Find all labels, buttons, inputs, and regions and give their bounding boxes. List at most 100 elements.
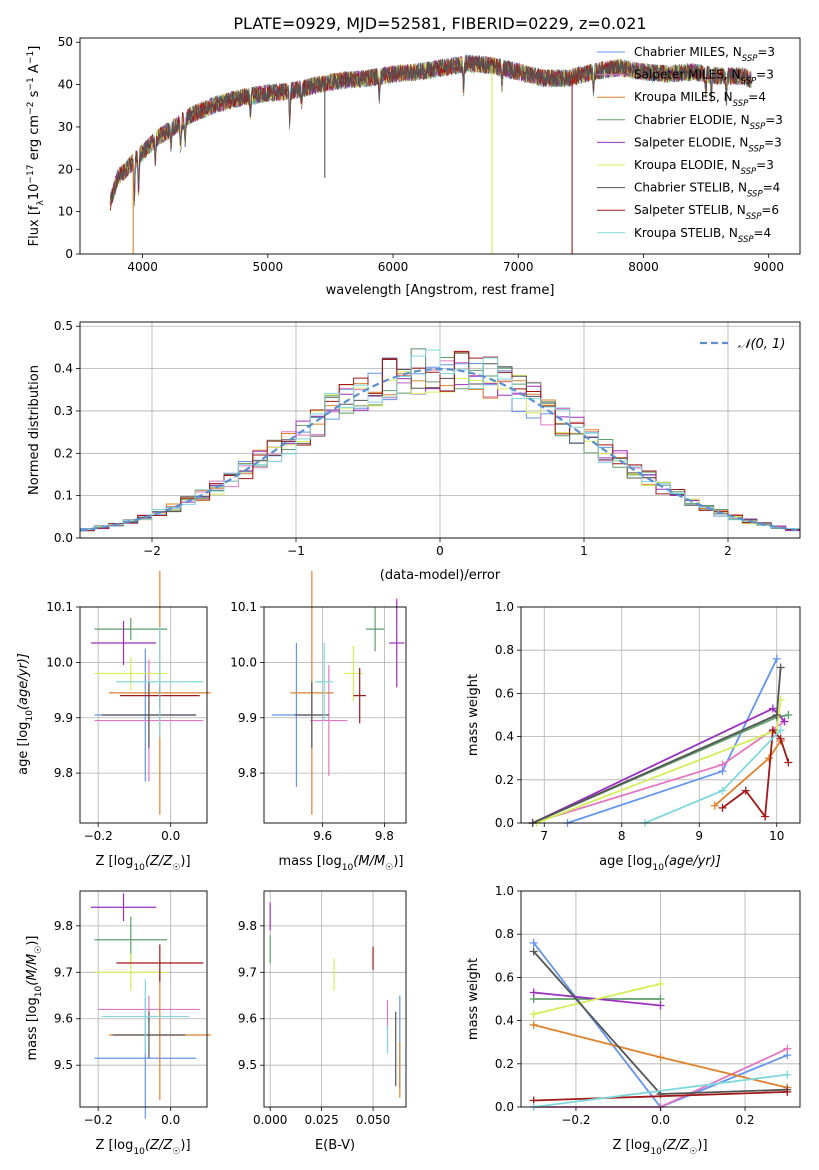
y-tick-label: 0.4 bbox=[54, 362, 73, 376]
legend-label-normal: 𝒩(0, 1) bbox=[738, 337, 785, 352]
weight-line bbox=[721, 727, 790, 819]
y-axis-label-part: −17 bbox=[26, 164, 36, 183]
legend-label: Kroupa STELIB, NSSP=4 bbox=[634, 226, 771, 245]
y-tick-label: 30 bbox=[58, 120, 73, 134]
axes-frame bbox=[79, 606, 208, 824]
weight-marker bbox=[529, 947, 538, 956]
x-axis-label: Z [log10(Z/Z☉)] bbox=[95, 854, 190, 873]
weight-line bbox=[533, 1091, 788, 1102]
weight-marker bbox=[768, 726, 777, 735]
legend-label: Chabrier STELIB, NSSP=4 bbox=[634, 181, 780, 200]
x-axis-label: (data-model)/error bbox=[380, 568, 501, 583]
x-axis-label-part: 10 bbox=[133, 863, 145, 873]
x-tick-label: 0.0 bbox=[161, 829, 180, 843]
y-axis-label: Flux [fλ10−17 erg cm−2 s−1 A−1] bbox=[26, 46, 46, 247]
y-axis-label-part: −2 bbox=[26, 102, 36, 115]
x-tick-label: 0.025 bbox=[304, 1113, 338, 1127]
y-axis-label-part: Flux [f bbox=[27, 205, 42, 246]
axes-frame bbox=[520, 890, 801, 1108]
y-tick-label: 0.1 bbox=[54, 489, 73, 503]
axes-frame bbox=[79, 890, 208, 1108]
x-axis-label-part: (age/yr)] bbox=[664, 854, 721, 869]
x-tick-label: 2 bbox=[724, 544, 732, 558]
y-tick-label: 9.7 bbox=[238, 965, 257, 979]
y-tick-label: 0.0 bbox=[495, 816, 514, 830]
y-axis-label-part: )] bbox=[25, 936, 40, 946]
weight-marker bbox=[776, 726, 785, 735]
weight-marker bbox=[741, 786, 750, 795]
x-tick-label: 5000 bbox=[253, 260, 284, 274]
x-axis-label: Z [log10(Z/Z☉)] bbox=[95, 1138, 190, 1157]
weight-marker bbox=[656, 1001, 665, 1010]
legend-label: Kroupa MILES, NSSP=4 bbox=[634, 90, 766, 109]
y-tick-label: 10.0 bbox=[46, 655, 73, 669]
weight-marker bbox=[718, 786, 727, 795]
y-tick-label: 0.3 bbox=[54, 404, 73, 418]
weight-marker bbox=[772, 711, 781, 719]
legend-label-tail: =3 bbox=[764, 135, 782, 149]
y-tick-label: 0.4 bbox=[495, 1014, 514, 1028]
histogram-series bbox=[80, 349, 800, 533]
weight-line bbox=[533, 983, 661, 1015]
y-axis-label: mass weight bbox=[466, 674, 481, 756]
x-axis-label-part: )] bbox=[180, 1138, 190, 1153]
x-axis-label-part: (M/M bbox=[353, 854, 385, 869]
x-tick-label: 6000 bbox=[378, 260, 409, 274]
plot-area bbox=[264, 891, 406, 1107]
legend-label-name: Chabrier STELIB, N bbox=[634, 181, 747, 195]
x-axis-label-part: )] bbox=[180, 854, 190, 869]
y-tick-label: 0.4 bbox=[495, 730, 514, 744]
y-tick-label: 9.5 bbox=[54, 1058, 73, 1072]
weight-marker bbox=[780, 717, 789, 726]
axes-frame bbox=[520, 606, 801, 824]
legend-label-name: Chabrier MILES, N bbox=[634, 45, 742, 59]
x-tick-label: −0.2 bbox=[84, 1113, 113, 1127]
x-axis-label: E(B-V) bbox=[315, 1138, 355, 1153]
y-axis-label-part: ☉ bbox=[34, 946, 44, 954]
chart-mass_vs_ebv: 0.000 0.025 0.050 9.5 9.6 9.7 9.8 E(B-V) bbox=[238, 890, 407, 1153]
legend-label-sub: SSP bbox=[733, 99, 749, 109]
legend-label: Kroupa ELODIE, NSSP=3 bbox=[634, 158, 774, 177]
weight-marker bbox=[710, 801, 719, 810]
x-tick-label: 9000 bbox=[753, 260, 784, 274]
x-axis-label-part: Z [log bbox=[95, 1138, 133, 1153]
plot-area bbox=[521, 890, 800, 1111]
x-axis-label-part: mass [log bbox=[279, 854, 342, 869]
x-tick-label: 0.2 bbox=[735, 1113, 754, 1127]
y-tick-label: 9.6 bbox=[54, 1012, 73, 1026]
legend-label: Chabrier ELODIE, NSSP=3 bbox=[634, 113, 783, 132]
y-tick-label: 0.2 bbox=[495, 773, 514, 787]
x-axis-label-part: (Z/Z bbox=[662, 1138, 690, 1153]
y-axis-label: mass [log10(M/M☉)] bbox=[25, 936, 44, 1061]
x-tick-label: −1 bbox=[287, 544, 305, 558]
chart-residuals: −2 −1 0 1 2 0.0 0.1 0.2 0.3 0.4 0.5 𝒩(0, 1) (data-mo… bbox=[27, 319, 801, 583]
chart-age_vs_mass: 9.6 9.8 9.8 9.9 10.0 10.1 mass [log10(M/M☉)] bbox=[230, 571, 407, 873]
y-tick-label: 20 bbox=[58, 162, 73, 176]
plot-area bbox=[80, 891, 211, 1119]
x-axis-label-part: Z [log bbox=[612, 1138, 650, 1153]
y-tick-label: 9.7 bbox=[54, 965, 73, 979]
x-tick-label: 8000 bbox=[628, 260, 659, 274]
y-axis-label: Normed distribution bbox=[27, 365, 42, 495]
x-axis-label-part: (Z/Z bbox=[145, 854, 173, 869]
y-axis-label-part: mass [log bbox=[25, 997, 40, 1060]
x-axis-label-part: ☉ bbox=[172, 863, 180, 873]
y-tick-label: 10.1 bbox=[46, 600, 73, 614]
spectrum-line bbox=[109, 54, 752, 203]
x-axis-label-part: 10 bbox=[652, 863, 664, 873]
weight-marker bbox=[772, 654, 781, 663]
legend-label: Salpeter STELIB, NSSP=6 bbox=[634, 203, 779, 222]
y-tick-label: 0.0 bbox=[495, 1100, 514, 1114]
page-title: PLATE=0929, MJD=52581, FIBERID=0229, z=0… bbox=[233, 14, 646, 33]
x-tick-label: −0.2 bbox=[561, 1113, 590, 1127]
x-axis-label-part: ☉ bbox=[689, 1147, 697, 1157]
x-axis-label: mass [log10(M/M☉)] bbox=[279, 854, 404, 873]
weight-marker bbox=[656, 1053, 665, 1062]
y-tick-label: 10.0 bbox=[230, 655, 257, 669]
y-tick-label: 50 bbox=[58, 35, 73, 49]
x-tick-label: 8 bbox=[618, 829, 626, 843]
x-axis-label-part: age [log bbox=[599, 854, 652, 869]
y-tick-label: 1.0 bbox=[495, 884, 514, 898]
legend-label-tail: =4 bbox=[763, 181, 781, 195]
